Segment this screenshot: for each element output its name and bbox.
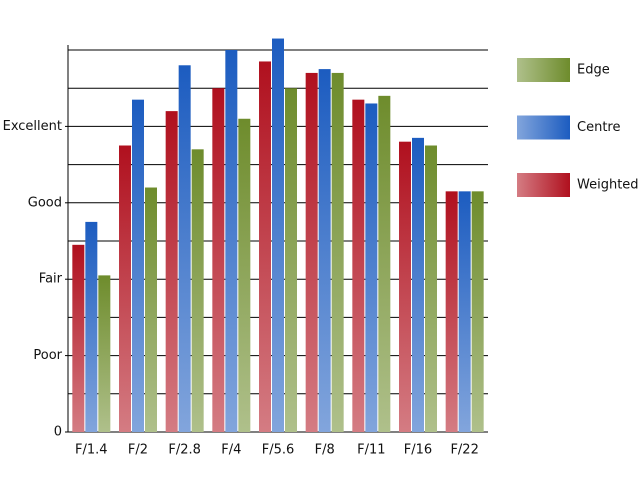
bar <box>85 221 98 432</box>
x-tick-label: F/11 <box>357 443 385 458</box>
bar <box>72 244 85 432</box>
bar <box>259 61 271 433</box>
x-tick-label: F/1.4 <box>75 443 108 458</box>
bar <box>305 72 318 433</box>
bar <box>331 72 344 433</box>
bar <box>399 141 411 432</box>
x-tick-label: F/2.8 <box>168 443 201 458</box>
bar <box>119 145 131 432</box>
bar <box>445 191 458 432</box>
bar <box>145 187 157 432</box>
y-tick-label: Fair <box>39 272 63 287</box>
x-tick-label: F/2 <box>128 443 148 458</box>
legend-swatch <box>517 115 570 140</box>
bar <box>425 145 437 432</box>
bar <box>471 191 484 432</box>
legend-label: Weighted <box>577 178 639 193</box>
legend-swatch <box>517 58 570 82</box>
y-tick-label: Excellent <box>3 119 62 134</box>
x-tick-label: F/16 <box>404 443 432 458</box>
y-tick-label: 0 <box>54 425 62 440</box>
legend-label: Edge <box>577 63 610 78</box>
bar <box>378 95 391 432</box>
bar <box>272 38 284 432</box>
bar <box>212 88 225 432</box>
bar <box>365 103 378 432</box>
legend-label: Centre <box>577 120 620 135</box>
bar <box>238 118 251 432</box>
y-tick-label: Good <box>28 195 62 210</box>
bar <box>178 65 191 432</box>
legend-swatch <box>517 173 570 197</box>
bar <box>352 99 365 432</box>
bar <box>191 149 204 432</box>
y-tick-label: Poor <box>33 348 62 363</box>
x-tick-label: F/22 <box>450 443 478 458</box>
bar <box>225 50 238 432</box>
x-tick-label: F/5.6 <box>262 443 295 458</box>
x-tick-label: F/4 <box>221 443 241 458</box>
bar <box>165 111 178 433</box>
x-tick-label: F/8 <box>315 443 335 458</box>
bar <box>318 69 331 432</box>
bar <box>412 137 424 433</box>
bar <box>98 275 111 432</box>
bar <box>132 99 144 432</box>
bar <box>458 191 471 432</box>
bar <box>285 88 297 432</box>
